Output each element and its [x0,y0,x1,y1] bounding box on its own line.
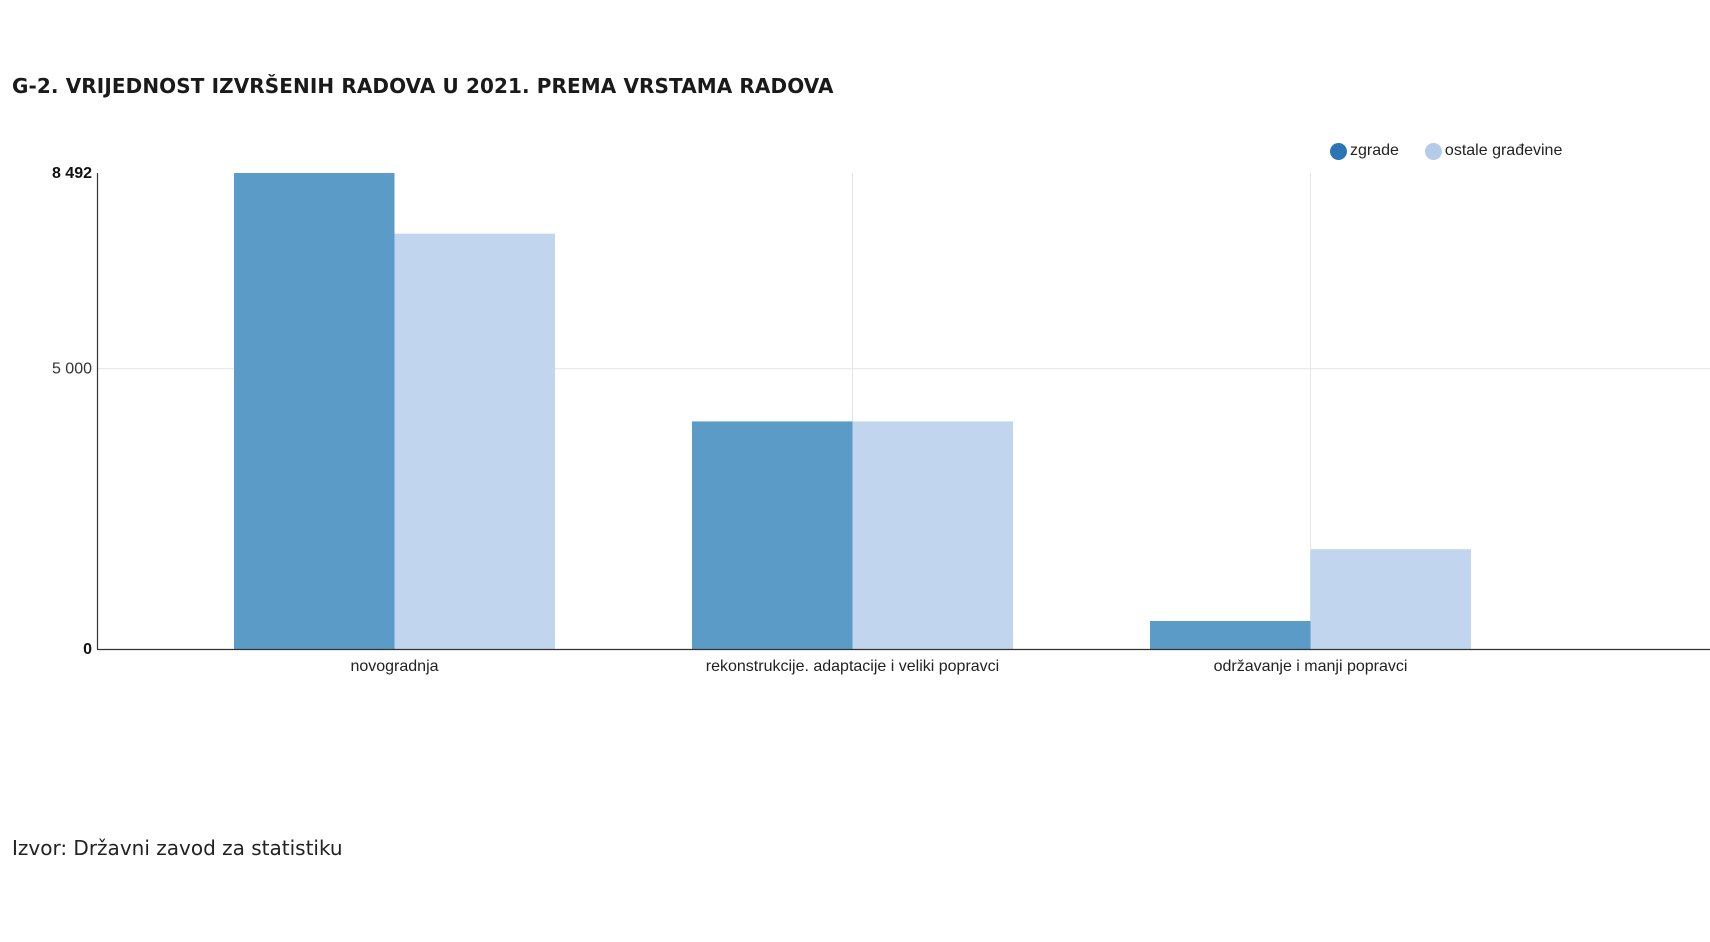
bar-ostale-gradevine-1 [852,421,1013,649]
y-tick-label-1: 5 000 [52,361,92,378]
legend-swatch-ostale-gradevine [1424,142,1442,160]
chart-title: G-2. VRIJEDNOST IZVRŠENIH RADOVA U 2021.… [12,74,834,98]
bar-zgrade-1 [692,421,853,649]
bar-zgrade-0 [234,173,395,649]
chart-legend: zgrade ostale građevine [1330,141,1588,161]
x-tick-label-0: novogradnja [350,658,438,675]
bar-ostale-gradevine-2 [1310,549,1471,649]
legend-item-ostale-gradevine[interactable]: ostale građevine [1424,142,1563,160]
x-tick-label-2: održavanje i manji popravci [1214,658,1408,675]
legend-label-ostale-gradevine: ostale građevine [1444,142,1563,159]
source-note: Izvor: Državni zavod za statistiku [12,836,343,860]
y-tick-label-2: 8 492 [52,165,92,182]
y-tick-label-0: 0 [83,641,92,658]
legend-label-zgrade: zgrade [1350,142,1399,159]
bar-ostale-gradevine-0 [394,233,555,649]
legend-swatch-zgrade [1330,142,1347,160]
bar-zgrade-2 [1150,620,1311,649]
legend-item-zgrade[interactable]: zgrade [1330,142,1399,160]
x-tick-label-1: rekonstrukcije. adaptacije i veliki popr… [706,658,999,675]
